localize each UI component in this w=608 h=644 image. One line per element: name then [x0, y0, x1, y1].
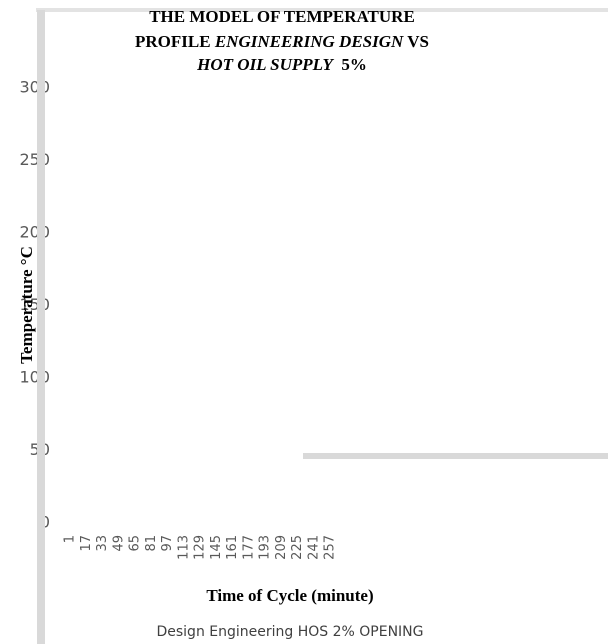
x-tick-label: 33: [95, 535, 110, 552]
y-tick-label: 100: [19, 368, 50, 387]
title-part: PROFILE: [135, 32, 215, 51]
chart-title: PROFILE ENGINEERING DESIGN VS: [135, 32, 429, 51]
x-tick-label: 193: [258, 535, 273, 560]
x-tick-label: 113: [176, 535, 191, 560]
title-line: THE MODEL OF TEMPERATURE: [149, 7, 415, 26]
x-tick-label: 17: [79, 535, 94, 552]
chart-title: HOT OIL SUPPLY 5%: [196, 55, 367, 74]
x-tick-label: 257: [323, 535, 338, 560]
legend-entry: Design Engineering HOS 2% OPENING: [156, 624, 423, 640]
x-tick-label: 129: [193, 535, 208, 560]
y-axis-label: Temperature °C: [17, 246, 36, 364]
x-tick-label: 161: [225, 535, 240, 560]
bar-artifact: [303, 453, 608, 459]
x-tick-label: 49: [111, 535, 126, 552]
x-tick-label: 177: [241, 535, 256, 560]
x-tick-label: 81: [144, 535, 159, 552]
title-part: ENGINEERING DESIGN: [214, 32, 404, 51]
x-tick-label: 225: [290, 535, 305, 560]
title-part: VS: [403, 32, 429, 51]
x-tick-label: 65: [128, 535, 143, 552]
x-tick-label: 1: [63, 535, 78, 543]
y-tick-label: 250: [19, 150, 50, 169]
x-tick-label: 145: [209, 535, 224, 560]
x-tick-label: 97: [160, 535, 175, 552]
y-tick-label: 200: [19, 223, 50, 242]
x-tick-label: 241: [306, 535, 321, 560]
title-part: HOT OIL SUPPLY: [196, 55, 334, 74]
chart-title: THE MODEL OF TEMPERATURE: [149, 7, 415, 26]
frame-top: [36, 8, 608, 12]
y-tick-label: 300: [19, 78, 50, 97]
x-axis-label: Time of Cycle (minute): [206, 586, 373, 605]
frame-left: [37, 10, 45, 644]
title-part: 5%: [333, 55, 367, 74]
x-tick-label: 209: [274, 535, 289, 560]
